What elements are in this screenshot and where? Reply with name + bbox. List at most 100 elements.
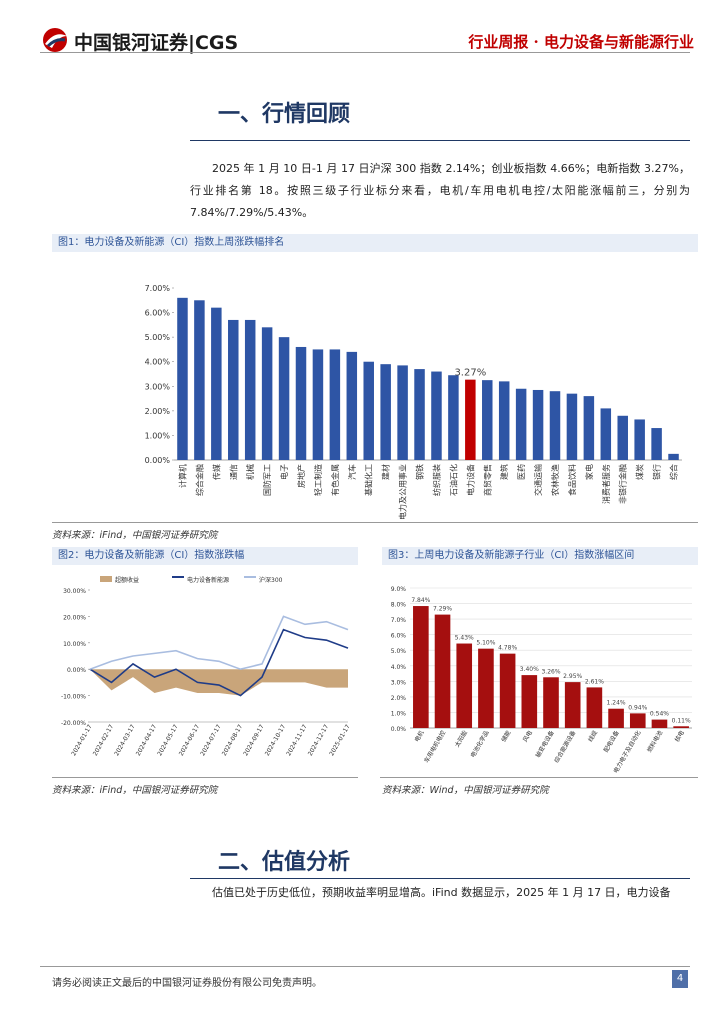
x-tick-label: 煤炭: [635, 464, 645, 480]
bar: [346, 351, 358, 460]
y-tick-label: 10.00%: [63, 641, 86, 648]
bar: [521, 675, 538, 728]
data-label: 3.40%: [520, 666, 539, 673]
section-rule: [190, 140, 690, 141]
y-tick-label: 30.00%: [63, 588, 86, 595]
bar: [478, 648, 494, 728]
y-tick-label: -20.00%: [61, 720, 86, 727]
x-tick-label: 电池化学品: [469, 729, 491, 759]
x-tick-label: 2024-07-17: [199, 723, 223, 757]
data-label: 7.84%: [411, 597, 430, 604]
bar: [617, 415, 628, 460]
y-tick-label: 8.0%: [391, 602, 407, 609]
legend-label: 电力设备新能源: [187, 576, 229, 584]
x-tick-label: 消费者服务: [601, 464, 611, 504]
legend-label: 沪深300: [259, 576, 283, 584]
x-tick-label: 食品饮料: [567, 464, 577, 496]
x-tick-label: 太阳能: [453, 729, 469, 749]
y-tick-label: 3.0%: [391, 679, 407, 686]
logo-text: 中国银河证券|CGS: [74, 32, 239, 54]
bar: [634, 419, 645, 460]
x-tick-label: 2024-09-17: [242, 723, 266, 757]
x-tick-label: 电力及公用事业: [398, 464, 408, 520]
x-tick-label: 2024-12-17: [307, 723, 331, 757]
y-tick-label: 5.00%: [145, 333, 171, 342]
x-tick-label: 汽车: [347, 464, 357, 480]
x-tick-label: 车用电机电控: [422, 729, 447, 764]
bar: [431, 371, 442, 460]
page-number: 4: [672, 970, 688, 988]
x-tick-label: 2024-03-17: [113, 723, 137, 757]
section-title: 二、估值分析: [218, 849, 351, 875]
bar: [498, 381, 510, 460]
y-tick-label: 2.00%: [145, 407, 171, 416]
figure-caption: 图1：电力设备及新能源（CI）指数上周涨跌幅排名: [52, 234, 698, 252]
footer-text: 请务必阅读正文最后的中国银河证券股份有限公司免责声明。: [52, 978, 322, 989]
data-label: 7.29%: [433, 606, 452, 613]
y-tick-label: 7.00%: [145, 284, 171, 293]
bar: [413, 606, 429, 728]
bar: [261, 327, 273, 460]
bar: [329, 349, 341, 460]
figure-caption: 图3：上周电力设备及新能源子行业（CI）指数涨幅区间: [382, 547, 698, 565]
chart: -20.00% -10.00% 0.00% 10.00% 20.00% 30.00% 超额收…: [61, 576, 352, 757]
y-tick-label: 0.00%: [145, 456, 171, 465]
bar: [673, 726, 689, 728]
x-tick-label: 2024-04-17: [135, 723, 159, 757]
bar: [608, 708, 624, 728]
y-tick-label: 0.0%: [391, 726, 407, 733]
data-label: 3.27%: [454, 368, 486, 379]
bar: [651, 719, 668, 728]
x-tick-label: 医药: [516, 464, 526, 480]
figure-rule: [380, 777, 698, 778]
bar: [651, 428, 662, 460]
footer-rule: [40, 966, 690, 967]
bar: [456, 643, 473, 728]
section-title: 一、行情回顾: [218, 101, 351, 127]
y-tick-label: 2.0%: [391, 695, 407, 702]
y-tick-label: 6.0%: [391, 633, 407, 640]
x-tick-label: 2024-11-17: [285, 723, 309, 757]
logo-mark: [43, 28, 67, 52]
x-tick-label: 有色金属: [330, 464, 340, 496]
legend-label: 超额收益: [115, 576, 139, 584]
x-tick-label: 综合金融: [194, 464, 204, 496]
data-label: 2.95%: [563, 673, 582, 680]
bar: [278, 337, 290, 460]
bar: [465, 379, 476, 460]
bar: [543, 677, 559, 728]
x-tick-label: 2024-10-17: [264, 723, 288, 757]
x-tick-label: 综合: [669, 464, 679, 480]
y-tick-label: 1.00%: [145, 431, 171, 440]
bar: [564, 682, 581, 728]
figure-source: 资料来源：iFind，中国银河证券研究院: [52, 785, 218, 796]
x-tick-label: 银行: [652, 464, 662, 480]
bar: [434, 614, 451, 728]
bar: [482, 380, 493, 460]
bar: [532, 389, 544, 460]
bar: [515, 388, 527, 460]
x-tick-label: 商贸零售: [482, 464, 492, 496]
bar: [499, 653, 516, 728]
bar: [600, 408, 612, 460]
x-tick-label: 轻工制造: [313, 464, 323, 496]
y-tick-label: 3.00%: [145, 382, 171, 391]
x-tick-label: 国防军工: [262, 464, 272, 496]
x-tick-label: 计算机: [177, 464, 187, 488]
figure-rule: [52, 777, 358, 778]
x-tick-label: 交通运输: [533, 464, 543, 496]
area: [90, 669, 348, 696]
x-tick-label: 2024-01-17: [70, 723, 94, 757]
x-tick-label: 房地产: [296, 464, 306, 488]
chart: 0.0% 1.0% 2.0% 3.0% 4.0% 5.0% 6.0% 7.0% 8.0% 9.0%…: [391, 586, 692, 775]
x-tick-label: 钢铁: [415, 464, 425, 480]
figure-rule: [52, 522, 698, 523]
data-label: 1.24%: [607, 700, 626, 707]
y-tick-label: 4.00%: [145, 358, 171, 367]
line: [89, 628, 349, 697]
x-tick-label: 纺织服装: [431, 464, 441, 496]
bar: [312, 349, 324, 460]
y-tick-label: 0.00%: [67, 667, 86, 674]
bar: [228, 319, 239, 460]
